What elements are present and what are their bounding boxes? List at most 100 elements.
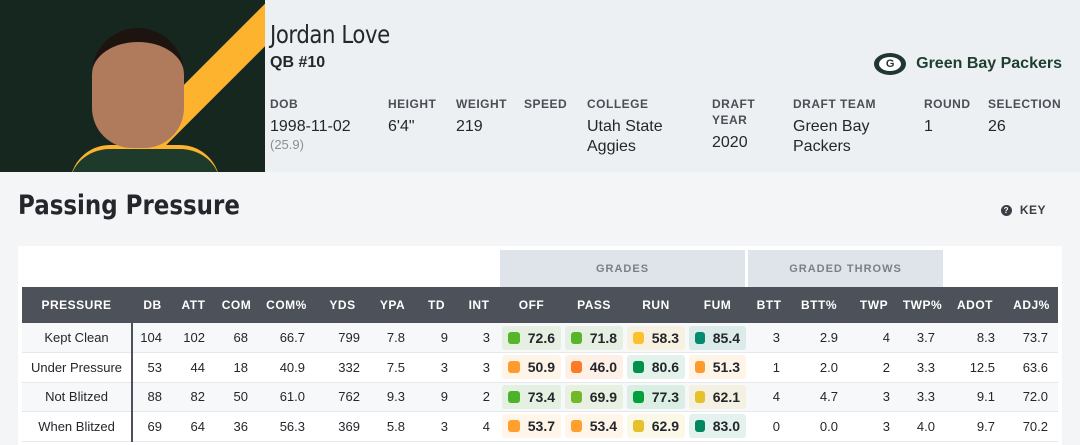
player-name: Jordan Love: [270, 20, 390, 49]
column-header-pressure[interactable]: PRESSURE: [22, 287, 133, 323]
column-header-db[interactable]: DB: [132, 287, 172, 323]
column-header-att[interactable]: ATT: [172, 287, 215, 323]
grade-badge: 80.6: [627, 355, 685, 380]
grade-cell: 50.9: [500, 352, 563, 383]
stat-cell: 3: [415, 352, 458, 383]
column-header-pass[interactable]: PASS: [563, 287, 625, 323]
grade-badge: 69.9: [565, 384, 623, 409]
group-graded-throws: GRADED THROWS: [748, 250, 943, 287]
stat-cell: 3: [748, 323, 790, 353]
grade-cell: 58.3: [625, 323, 687, 353]
stat-cell: 7.8: [370, 323, 415, 353]
stat-cell: 4.0: [900, 411, 945, 442]
fact-label: SPEED: [524, 97, 568, 111]
column-header-int[interactable]: INT: [458, 287, 500, 323]
column-header-twp-pct[interactable]: TWP%: [900, 287, 945, 323]
grade-badge: 50.9: [502, 355, 561, 380]
stat-cell: 18: [215, 352, 258, 383]
grade-color-swatch: [571, 420, 582, 433]
grade-color-swatch: [695, 331, 705, 344]
stat-cell: 3.3: [900, 352, 945, 383]
stat-cell: 69: [132, 411, 172, 442]
stat-cell: 64: [172, 411, 215, 442]
grade-cell: 46.0: [563, 352, 625, 383]
grade-color-swatch: [695, 390, 705, 403]
stat-cell: 3: [848, 411, 900, 442]
stat-cell: 53: [132, 352, 172, 383]
fact-value: 1998-11-02: [270, 118, 351, 135]
fact-value: 2020: [712, 134, 748, 151]
stat-cell: 88: [132, 382, 172, 412]
grade-color-swatch: [695, 361, 705, 374]
stat-cell: 73.7: [1005, 323, 1058, 353]
column-header-btt[interactable]: BTT: [748, 287, 790, 323]
pressure-table-panel: GRADES GRADED THROWS PRESSURE DB ATT COM COM…: [18, 246, 1062, 445]
column-header-com-pct[interactable]: COM%: [258, 287, 315, 323]
grade-value: 50.9: [527, 359, 555, 376]
fact-sub: (25.9): [270, 137, 304, 152]
grade-color-swatch: [571, 361, 582, 374]
column-header-ypa[interactable]: YPA: [370, 287, 415, 323]
stat-cell: 9.3: [370, 382, 415, 412]
grade-cell: 69.9: [563, 382, 625, 412]
grade-cell: 83.0: [687, 411, 748, 442]
column-header-off[interactable]: OFF: [500, 287, 563, 323]
stat-cell: 4: [748, 382, 790, 412]
grade-color-swatch: [508, 361, 520, 374]
packers-logo-icon: G: [874, 53, 907, 75]
stat-cell: 8.3: [945, 323, 1005, 353]
table-row: Under Pressure 53 44 18 40.9 332 7.5 3 3 50.9 46.0…: [22, 352, 1058, 383]
grade-value: 77.3: [651, 388, 679, 405]
fact-height: HEIGHT 6'4": [388, 96, 448, 137]
column-header-adot[interactable]: ADOT: [945, 287, 1005, 323]
stat-cell: 5.8: [370, 411, 415, 442]
column-header-btt-pct[interactable]: BTT%: [790, 287, 848, 323]
stat-cell: 40.9: [258, 352, 315, 383]
fact-label: DRAFT TEAM: [793, 97, 876, 111]
grade-value: 58.3: [651, 329, 679, 346]
stat-cell: 3: [458, 323, 500, 353]
grade-badge: 58.3: [627, 325, 685, 350]
grade-badge: 71.8: [565, 325, 623, 350]
grade-badge: 85.4: [689, 325, 746, 350]
grade-cell: 73.4: [500, 382, 563, 412]
stat-cell: 102: [172, 323, 215, 353]
stat-cell: 0.0: [790, 411, 848, 442]
column-header-run[interactable]: RUN: [625, 287, 687, 323]
grade-value: 85.4: [712, 329, 740, 346]
grade-badge: 73.4: [502, 384, 561, 409]
row-label: Not Blitzed: [22, 382, 133, 412]
grade-badge: 83.0: [689, 414, 746, 439]
fact-label: DOB: [270, 97, 299, 111]
grade-color-swatch: [571, 331, 582, 344]
grade-badge: 72.6: [502, 325, 561, 350]
grade-badge: 46.0: [565, 355, 623, 380]
stat-cell: 4.7: [790, 382, 848, 412]
key-button[interactable]: ? KEY: [1000, 203, 1046, 217]
column-header-adj-pct[interactable]: ADJ%: [1005, 287, 1058, 323]
stat-cell: 72.0: [1005, 382, 1058, 412]
grade-badge: 53.7: [502, 414, 561, 439]
grade-value: 46.0: [589, 359, 617, 376]
stat-cell: 9: [415, 323, 458, 353]
column-header-twp[interactable]: TWP: [848, 287, 900, 323]
grade-cell: 53.4: [563, 411, 625, 442]
fact-label: SELECTION: [988, 97, 1062, 111]
stat-cell: 63.6: [1005, 352, 1058, 383]
column-header-com[interactable]: COM: [215, 287, 258, 323]
stat-cell: 104: [132, 323, 172, 353]
fact-value: 6'4": [388, 118, 415, 135]
column-header-td[interactable]: TD: [415, 287, 458, 323]
column-header-fum[interactable]: FUM: [687, 287, 748, 323]
team-link[interactable]: G Green Bay Packers: [874, 53, 1062, 75]
stat-cell: 3: [415, 411, 458, 442]
column-header-yds[interactable]: YDS: [315, 287, 370, 323]
grade-color-swatch: [508, 390, 520, 403]
grade-badge: 62.1: [689, 384, 746, 409]
fact-value: 26: [988, 118, 1006, 135]
grade-color-swatch: [633, 331, 644, 344]
grade-value: 73.4: [527, 388, 555, 405]
row-label: Kept Clean: [22, 323, 133, 353]
fact-speed: SPEED: [524, 96, 584, 117]
row-label: When Blitzed: [22, 411, 133, 442]
